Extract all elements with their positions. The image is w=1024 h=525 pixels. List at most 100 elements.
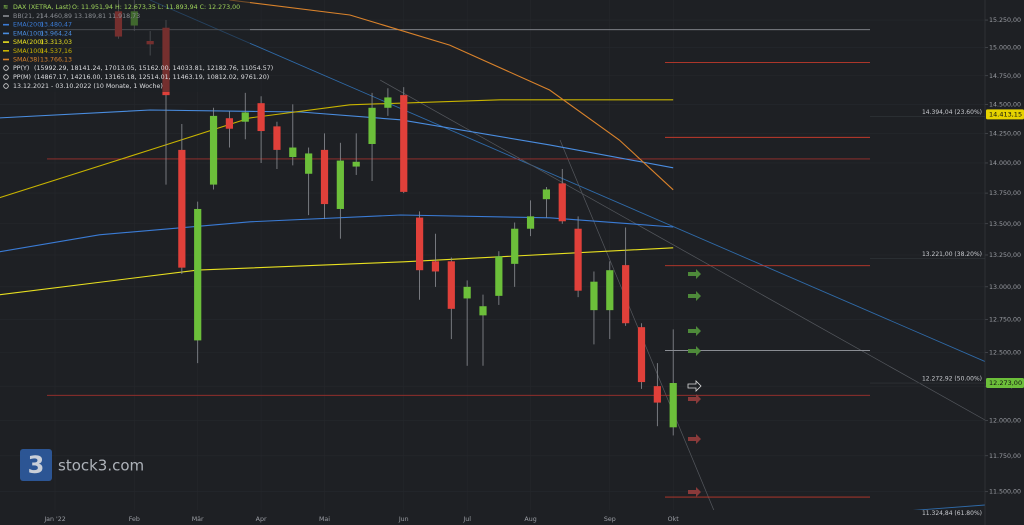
pivot-values: (15992.29, 18141.24, 17013.05, 15162.00,…: [34, 65, 273, 72]
candle-body: [447, 261, 455, 309]
trend-line: [149, 0, 985, 362]
candle-body: [479, 306, 487, 316]
legend-value: 13.766,13: [40, 57, 72, 64]
arrow-icon: [688, 487, 701, 497]
x-tick-label: Aug: [524, 516, 536, 523]
indicator-line: [0, 109, 674, 169]
y-tick-label: 14.250,00: [989, 130, 1021, 137]
y-tick-label: 15.000,00: [989, 45, 1021, 52]
legend-value: 14.537,16: [40, 48, 72, 55]
price-tag-label: 14.413,15: [989, 110, 1022, 118]
trend-line: [912, 504, 985, 510]
x-tick-label: Sep: [604, 516, 616, 523]
arrow-icon: [688, 326, 701, 336]
price-tag: [986, 378, 1024, 389]
price-tag-label: 12.273,00: [989, 379, 1022, 387]
candle-body: [320, 149, 329, 205]
candle-body: [463, 286, 471, 299]
clock-icon: [3, 83, 9, 89]
x-tick-label: Feb: [129, 516, 140, 523]
logo-box: [20, 449, 52, 481]
price-tag: [986, 109, 1024, 120]
y-tick-label: 14.000,00: [989, 160, 1021, 167]
fib-label: 11.324,84 (61.80%): [922, 510, 982, 517]
y-tick-label: 11.750,00: [989, 453, 1021, 460]
logo-text: stock3.com: [58, 457, 144, 475]
candle-body: [289, 147, 297, 158]
candle-body: [416, 217, 424, 271]
candle-body: [352, 161, 360, 167]
pivot-values: (14867.17, 14216.00, 13165.18, 12514.01,…: [34, 74, 269, 81]
legend-backdrop: [0, 0, 250, 92]
x-tick-label: Mär: [192, 516, 204, 523]
candle-body: [622, 265, 630, 324]
x-tick-label: Jun: [398, 516, 409, 523]
x-tick-label: Jan '22: [43, 516, 65, 523]
pivot-icon: [3, 65, 9, 71]
pivot-icon: [3, 74, 9, 80]
legend-value: 14.460,89 13.189,81 11.918,73: [40, 13, 140, 20]
arrow-icon: [688, 346, 701, 356]
indicator-line: [229, 0, 674, 191]
fib-label: 13.221,00 (38.20%): [922, 251, 982, 258]
candle-body: [194, 208, 202, 341]
legend-swatch: [3, 15, 9, 17]
y-tick-label: 15.250,00: [989, 17, 1021, 24]
candle-body: [558, 183, 566, 222]
pivot-name: PP(Y): [13, 65, 29, 72]
candle-body: [669, 383, 677, 428]
legend-value: 13.313,03: [40, 39, 72, 46]
candle-body: [542, 189, 550, 200]
y-tick-label: 14.500,00: [989, 101, 1021, 108]
candle-body: [431, 261, 440, 272]
pivot-name: PP(M): [13, 74, 31, 81]
candle-body: [495, 256, 503, 296]
y-tick-label: 12.500,00: [989, 349, 1021, 356]
x-tick-label: Jul: [462, 516, 471, 523]
indicator-line: [0, 99, 674, 199]
arrow-icon: [688, 434, 701, 444]
legend-swatch: [3, 50, 9, 52]
signal-arrows: [687, 269, 702, 497]
y-tick-label: 13.250,00: [989, 252, 1021, 259]
candle-body: [368, 107, 376, 144]
legend-swatch: [3, 32, 9, 35]
candle-body: [225, 118, 233, 129]
candle-body: [590, 281, 598, 311]
candle-body: [400, 95, 408, 192]
legend-swatch: [3, 58, 9, 61]
watermark: 3 stock3.com: [20, 449, 144, 481]
candle-body: [653, 386, 661, 403]
candle-body: [526, 216, 535, 229]
x-tick-label: Mai: [319, 516, 330, 523]
candle-body: [241, 112, 249, 122]
indicator-line: [0, 214, 674, 253]
y-tick-label: 11.500,00: [989, 489, 1021, 496]
fib-label: 14.394,04 (23.60%): [922, 109, 982, 116]
ohlc: O: 11.951,94 H: 12.673,35 L: 11.893,94 C…: [72, 4, 240, 11]
x-tick-label: Apr: [256, 516, 267, 523]
legend-value: 13.480,47: [40, 22, 72, 29]
candle-body: [209, 115, 218, 185]
legend-name: BB(21, 2): [13, 13, 43, 20]
y-tick-label: 13.500,00: [989, 221, 1021, 228]
legend: ≋ DAX (XETRA, Last) O: 11.951,94 H: 12.6…: [0, 0, 273, 92]
legend-name: EMA(200): [13, 22, 44, 29]
legend-value: 13.964,24: [40, 30, 72, 37]
indicator-line: [0, 247, 674, 296]
axes: 15.250,00 15.000,00 14.750,00 14.500,00 14.2…: [43, 0, 1024, 525]
y-tick-label: 12.750,00: [989, 316, 1021, 323]
x-tick-label: Okt: [668, 516, 680, 523]
candle-body: [384, 97, 392, 108]
legend-name: SMA(38): [13, 57, 40, 64]
candle-body: [606, 270, 614, 311]
arrow-icon: [688, 269, 701, 279]
arrow-icon: [688, 291, 701, 301]
candle-body: [336, 160, 344, 209]
y-tick-label: 14.750,00: [989, 73, 1021, 80]
legend-swatch: [3, 41, 9, 43]
legend-name: SMA(100): [13, 48, 44, 55]
arrow-icon: [688, 394, 701, 404]
candle-body: [273, 126, 281, 150]
